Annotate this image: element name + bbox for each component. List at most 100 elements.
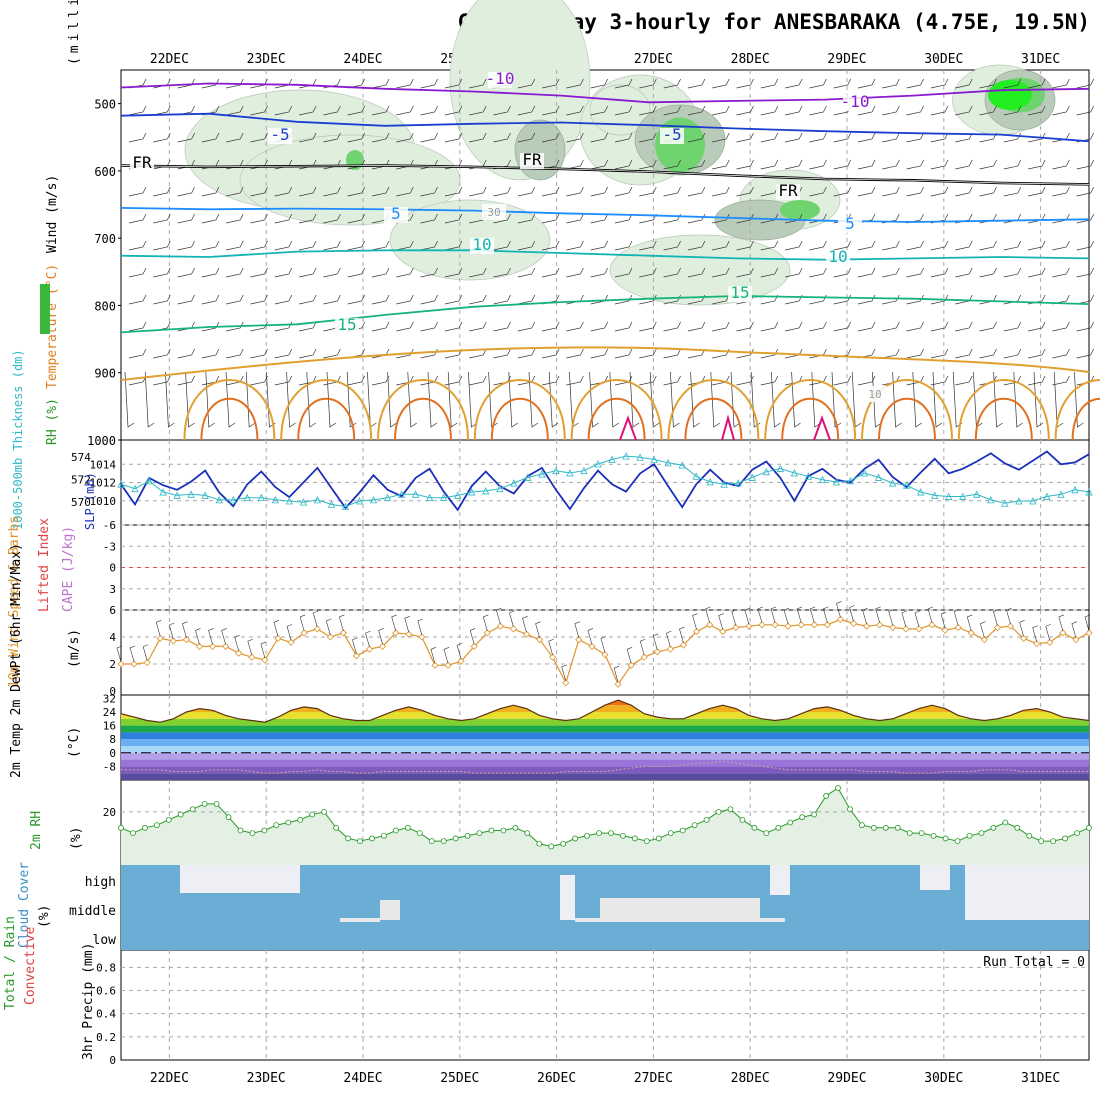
- contour-label: 5: [845, 214, 855, 233]
- rh-shade-area: [239, 134, 461, 226]
- thickness-point: [341, 502, 350, 511]
- wind-barb: [930, 375, 949, 386]
- wind-speed-point: [876, 621, 884, 629]
- wind-barb-10m: [404, 616, 410, 633]
- wind-barb: [979, 159, 997, 170]
- wind-barb-low: [670, 371, 680, 428]
- wind-speed-point: [575, 636, 583, 644]
- wind-barb: [566, 213, 584, 224]
- thickness-point: [229, 496, 237, 504]
- thickness-point: [454, 491, 462, 499]
- rh-point: [691, 822, 698, 829]
- wind-barb: [469, 105, 487, 116]
- wind-barb: [420, 105, 438, 116]
- rh-point: [667, 830, 674, 837]
- wind-barb: [760, 267, 779, 278]
- wind-barb: [226, 294, 244, 305]
- wind-barb: [760, 105, 779, 116]
- wind-barb: [687, 78, 706, 89]
- wind-barb: [347, 267, 366, 278]
- wind-barb-10m: [744, 607, 751, 625]
- wind-barb-10m: [522, 616, 528, 633]
- wind-barb: [444, 294, 463, 305]
- upper-ylabel-part: Wind (m/s): [45, 175, 60, 253]
- wind-barb-10m: [1019, 620, 1025, 637]
- rh-area: [121, 788, 1089, 865]
- wind-barb-low: [165, 371, 175, 428]
- wind-barb-10m: [652, 633, 659, 650]
- wind-barb: [566, 240, 584, 251]
- isotherm-FR-inner: [120, 165, 1090, 185]
- wind-barb: [493, 213, 511, 224]
- thickness-point: [902, 481, 911, 489]
- date-label-bottom: 26DEC: [537, 1071, 576, 1086]
- wind-barb: [906, 321, 924, 332]
- wind-barb: [760, 348, 779, 359]
- wind-barb: [1076, 213, 1095, 224]
- wind-speed-point: [209, 642, 217, 650]
- rh-point: [1038, 838, 1045, 844]
- temp-band: [121, 759, 1089, 767]
- wind-barb: [542, 267, 560, 278]
- wind-barb: [760, 240, 779, 251]
- wind-barb: [857, 240, 876, 251]
- ytick-precip: 0.6: [96, 985, 116, 998]
- wind-barb: [663, 159, 681, 170]
- wind-barb-10m: [1032, 625, 1038, 642]
- wind-speed-point: [941, 626, 949, 634]
- wind-barb: [930, 159, 949, 170]
- wind-barb: [226, 240, 244, 251]
- contour-label-bg: [838, 217, 862, 233]
- thickness-point: [1085, 488, 1093, 496]
- wind-barb-low: [791, 371, 801, 428]
- wind-barb-10m: [836, 601, 842, 618]
- wind-barb: [1028, 159, 1046, 170]
- thickness-point: [215, 496, 223, 504]
- rh-point: [799, 814, 806, 821]
- wind-barb-10m: [535, 621, 541, 638]
- wind-barb: [1076, 78, 1095, 89]
- wind-speed-point: [1085, 629, 1093, 637]
- wind-barb-10m: [155, 620, 162, 637]
- thickness-point: [243, 493, 251, 502]
- wind-barb: [712, 240, 730, 251]
- wind-barb-10m: [940, 611, 947, 629]
- wind-barb: [274, 375, 293, 386]
- contour-label: -5: [270, 125, 289, 144]
- ytick-upper: 800: [94, 299, 116, 313]
- wind-barb: [614, 213, 633, 224]
- ytick-wind: 4: [109, 631, 116, 644]
- wind-barb: [785, 78, 803, 89]
- wind-speed-point: [339, 629, 347, 637]
- wind-barb: [736, 213, 754, 224]
- thickness-point: [580, 466, 588, 475]
- wind-barb: [444, 213, 463, 224]
- wind-barb: [420, 78, 438, 89]
- wind-barb: [809, 159, 827, 170]
- wind-barb: [299, 348, 317, 359]
- contour-label: 10: [472, 235, 491, 254]
- wind-barb: [226, 105, 244, 116]
- cloud-gap: [560, 875, 575, 920]
- wind-barb: [469, 294, 487, 305]
- wind-barb: [469, 186, 487, 197]
- rh-point: [1026, 832, 1033, 839]
- thickness-point: [131, 484, 139, 493]
- contour-label: 15: [337, 315, 356, 334]
- wind-barb-10m: [862, 607, 868, 625]
- wind-speed-point: [967, 629, 975, 637]
- cloud-gap-mid: [600, 898, 760, 920]
- wind-barb: [1003, 321, 1022, 332]
- wind-barb: [517, 240, 536, 251]
- wind-barb: [226, 348, 244, 359]
- wind-barb: [201, 348, 220, 359]
- wind-barb: [1052, 348, 1070, 359]
- wind-barb: [371, 186, 390, 197]
- thickness-point: [411, 490, 420, 498]
- wind-speed-point: [849, 619, 858, 628]
- contour-label-bg: [776, 184, 800, 200]
- wind-barb: [226, 267, 244, 278]
- ytick-slp: 1014: [90, 458, 117, 471]
- wind-speed-point: [836, 615, 845, 624]
- wind-speed-point: [470, 642, 478, 650]
